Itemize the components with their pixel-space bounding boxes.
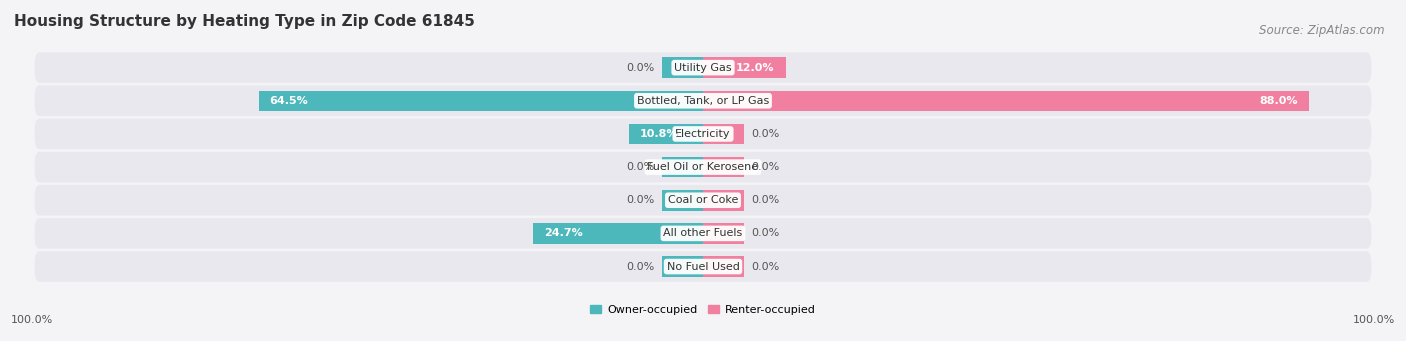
FancyBboxPatch shape <box>35 251 1371 282</box>
Bar <box>662 57 703 78</box>
Text: 0.0%: 0.0% <box>627 162 655 172</box>
FancyBboxPatch shape <box>35 152 1371 182</box>
Text: Electricity: Electricity <box>675 129 731 139</box>
Text: Coal or Coke: Coal or Coke <box>668 195 738 205</box>
Text: Source: ZipAtlas.com: Source: ZipAtlas.com <box>1260 24 1385 37</box>
Text: 0.0%: 0.0% <box>627 195 655 205</box>
FancyBboxPatch shape <box>35 53 1371 83</box>
Text: 100.0%: 100.0% <box>1353 315 1395 325</box>
Bar <box>703 57 786 78</box>
Text: 0.0%: 0.0% <box>751 195 779 205</box>
Legend: Owner-occupied, Renter-occupied: Owner-occupied, Renter-occupied <box>586 300 820 319</box>
Text: 0.0%: 0.0% <box>751 228 779 238</box>
FancyBboxPatch shape <box>35 218 1371 249</box>
Bar <box>703 124 744 144</box>
Text: 10.8%: 10.8% <box>640 129 678 139</box>
Bar <box>703 90 1309 111</box>
Bar <box>628 124 703 144</box>
Text: No Fuel Used: No Fuel Used <box>666 262 740 271</box>
Text: Housing Structure by Heating Type in Zip Code 61845: Housing Structure by Heating Type in Zip… <box>14 14 475 29</box>
Text: 12.0%: 12.0% <box>737 63 775 73</box>
Bar <box>533 223 703 244</box>
Text: Utility Gas: Utility Gas <box>675 63 731 73</box>
Text: 64.5%: 64.5% <box>270 96 308 106</box>
Text: All other Fuels: All other Fuels <box>664 228 742 238</box>
Text: Fuel Oil or Kerosene: Fuel Oil or Kerosene <box>647 162 759 172</box>
Bar <box>662 157 703 177</box>
FancyBboxPatch shape <box>35 185 1371 216</box>
Text: 0.0%: 0.0% <box>751 162 779 172</box>
Bar <box>662 190 703 210</box>
FancyBboxPatch shape <box>35 119 1371 149</box>
Text: 100.0%: 100.0% <box>11 315 53 325</box>
Bar <box>662 256 703 277</box>
Bar <box>259 90 703 111</box>
FancyBboxPatch shape <box>35 86 1371 116</box>
Text: 0.0%: 0.0% <box>751 262 779 271</box>
Bar <box>703 190 744 210</box>
Text: 0.0%: 0.0% <box>627 63 655 73</box>
Text: 24.7%: 24.7% <box>544 228 582 238</box>
Bar <box>703 157 744 177</box>
Bar <box>703 256 744 277</box>
Text: Bottled, Tank, or LP Gas: Bottled, Tank, or LP Gas <box>637 96 769 106</box>
Text: 0.0%: 0.0% <box>627 262 655 271</box>
Bar <box>703 223 744 244</box>
Text: 0.0%: 0.0% <box>751 129 779 139</box>
Text: 88.0%: 88.0% <box>1260 96 1298 106</box>
